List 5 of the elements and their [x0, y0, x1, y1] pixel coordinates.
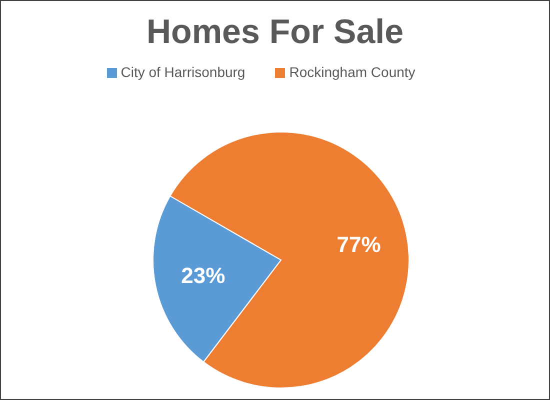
legend-label: Rockingham County — [289, 64, 416, 80]
data-label: 23% — [181, 263, 226, 288]
legend-label: City of Harrisonburg — [120, 64, 246, 80]
data-label: 77% — [336, 232, 381, 257]
chart-title: Homes For Sale — [146, 12, 404, 53]
